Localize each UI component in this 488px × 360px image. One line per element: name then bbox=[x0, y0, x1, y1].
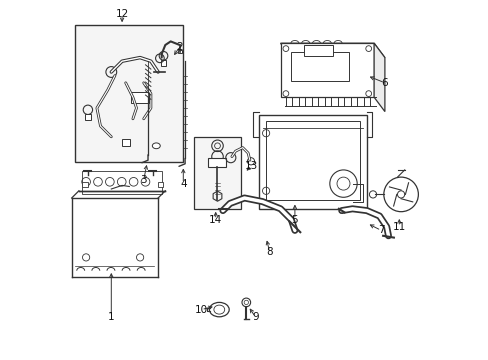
Bar bbox=[75, 25, 183, 162]
Text: 13: 13 bbox=[244, 161, 258, 171]
Ellipse shape bbox=[152, 143, 160, 149]
Bar bbox=[194, 137, 241, 209]
Bar bbox=[131, 92, 149, 103]
Text: 11: 11 bbox=[392, 222, 405, 232]
Bar bbox=[258, 115, 366, 209]
Bar bbox=[82, 182, 87, 187]
Ellipse shape bbox=[209, 302, 229, 317]
Ellipse shape bbox=[213, 305, 224, 314]
Polygon shape bbox=[280, 43, 373, 97]
Text: 2: 2 bbox=[176, 42, 183, 52]
Bar bbox=[303, 45, 332, 56]
Text: 7: 7 bbox=[377, 225, 384, 235]
Bar bbox=[265, 121, 359, 200]
Text: 1: 1 bbox=[108, 312, 114, 322]
Text: 10: 10 bbox=[194, 305, 207, 315]
Text: 6: 6 bbox=[381, 78, 387, 88]
Text: 3: 3 bbox=[140, 175, 147, 185]
Text: 12: 12 bbox=[115, 9, 128, 19]
Bar bbox=[85, 114, 91, 120]
Bar bbox=[291, 52, 348, 81]
Bar bbox=[208, 158, 226, 167]
Polygon shape bbox=[373, 43, 384, 112]
Text: 9: 9 bbox=[251, 312, 258, 322]
Bar bbox=[158, 182, 163, 187]
Polygon shape bbox=[280, 43, 384, 58]
Bar bbox=[178, 50, 182, 53]
Bar bbox=[82, 171, 162, 194]
Text: 4: 4 bbox=[180, 179, 186, 189]
Text: 14: 14 bbox=[209, 215, 222, 225]
Bar bbox=[161, 60, 166, 66]
Text: 5: 5 bbox=[291, 215, 298, 225]
Bar bbox=[122, 139, 130, 146]
Text: 8: 8 bbox=[266, 247, 272, 257]
